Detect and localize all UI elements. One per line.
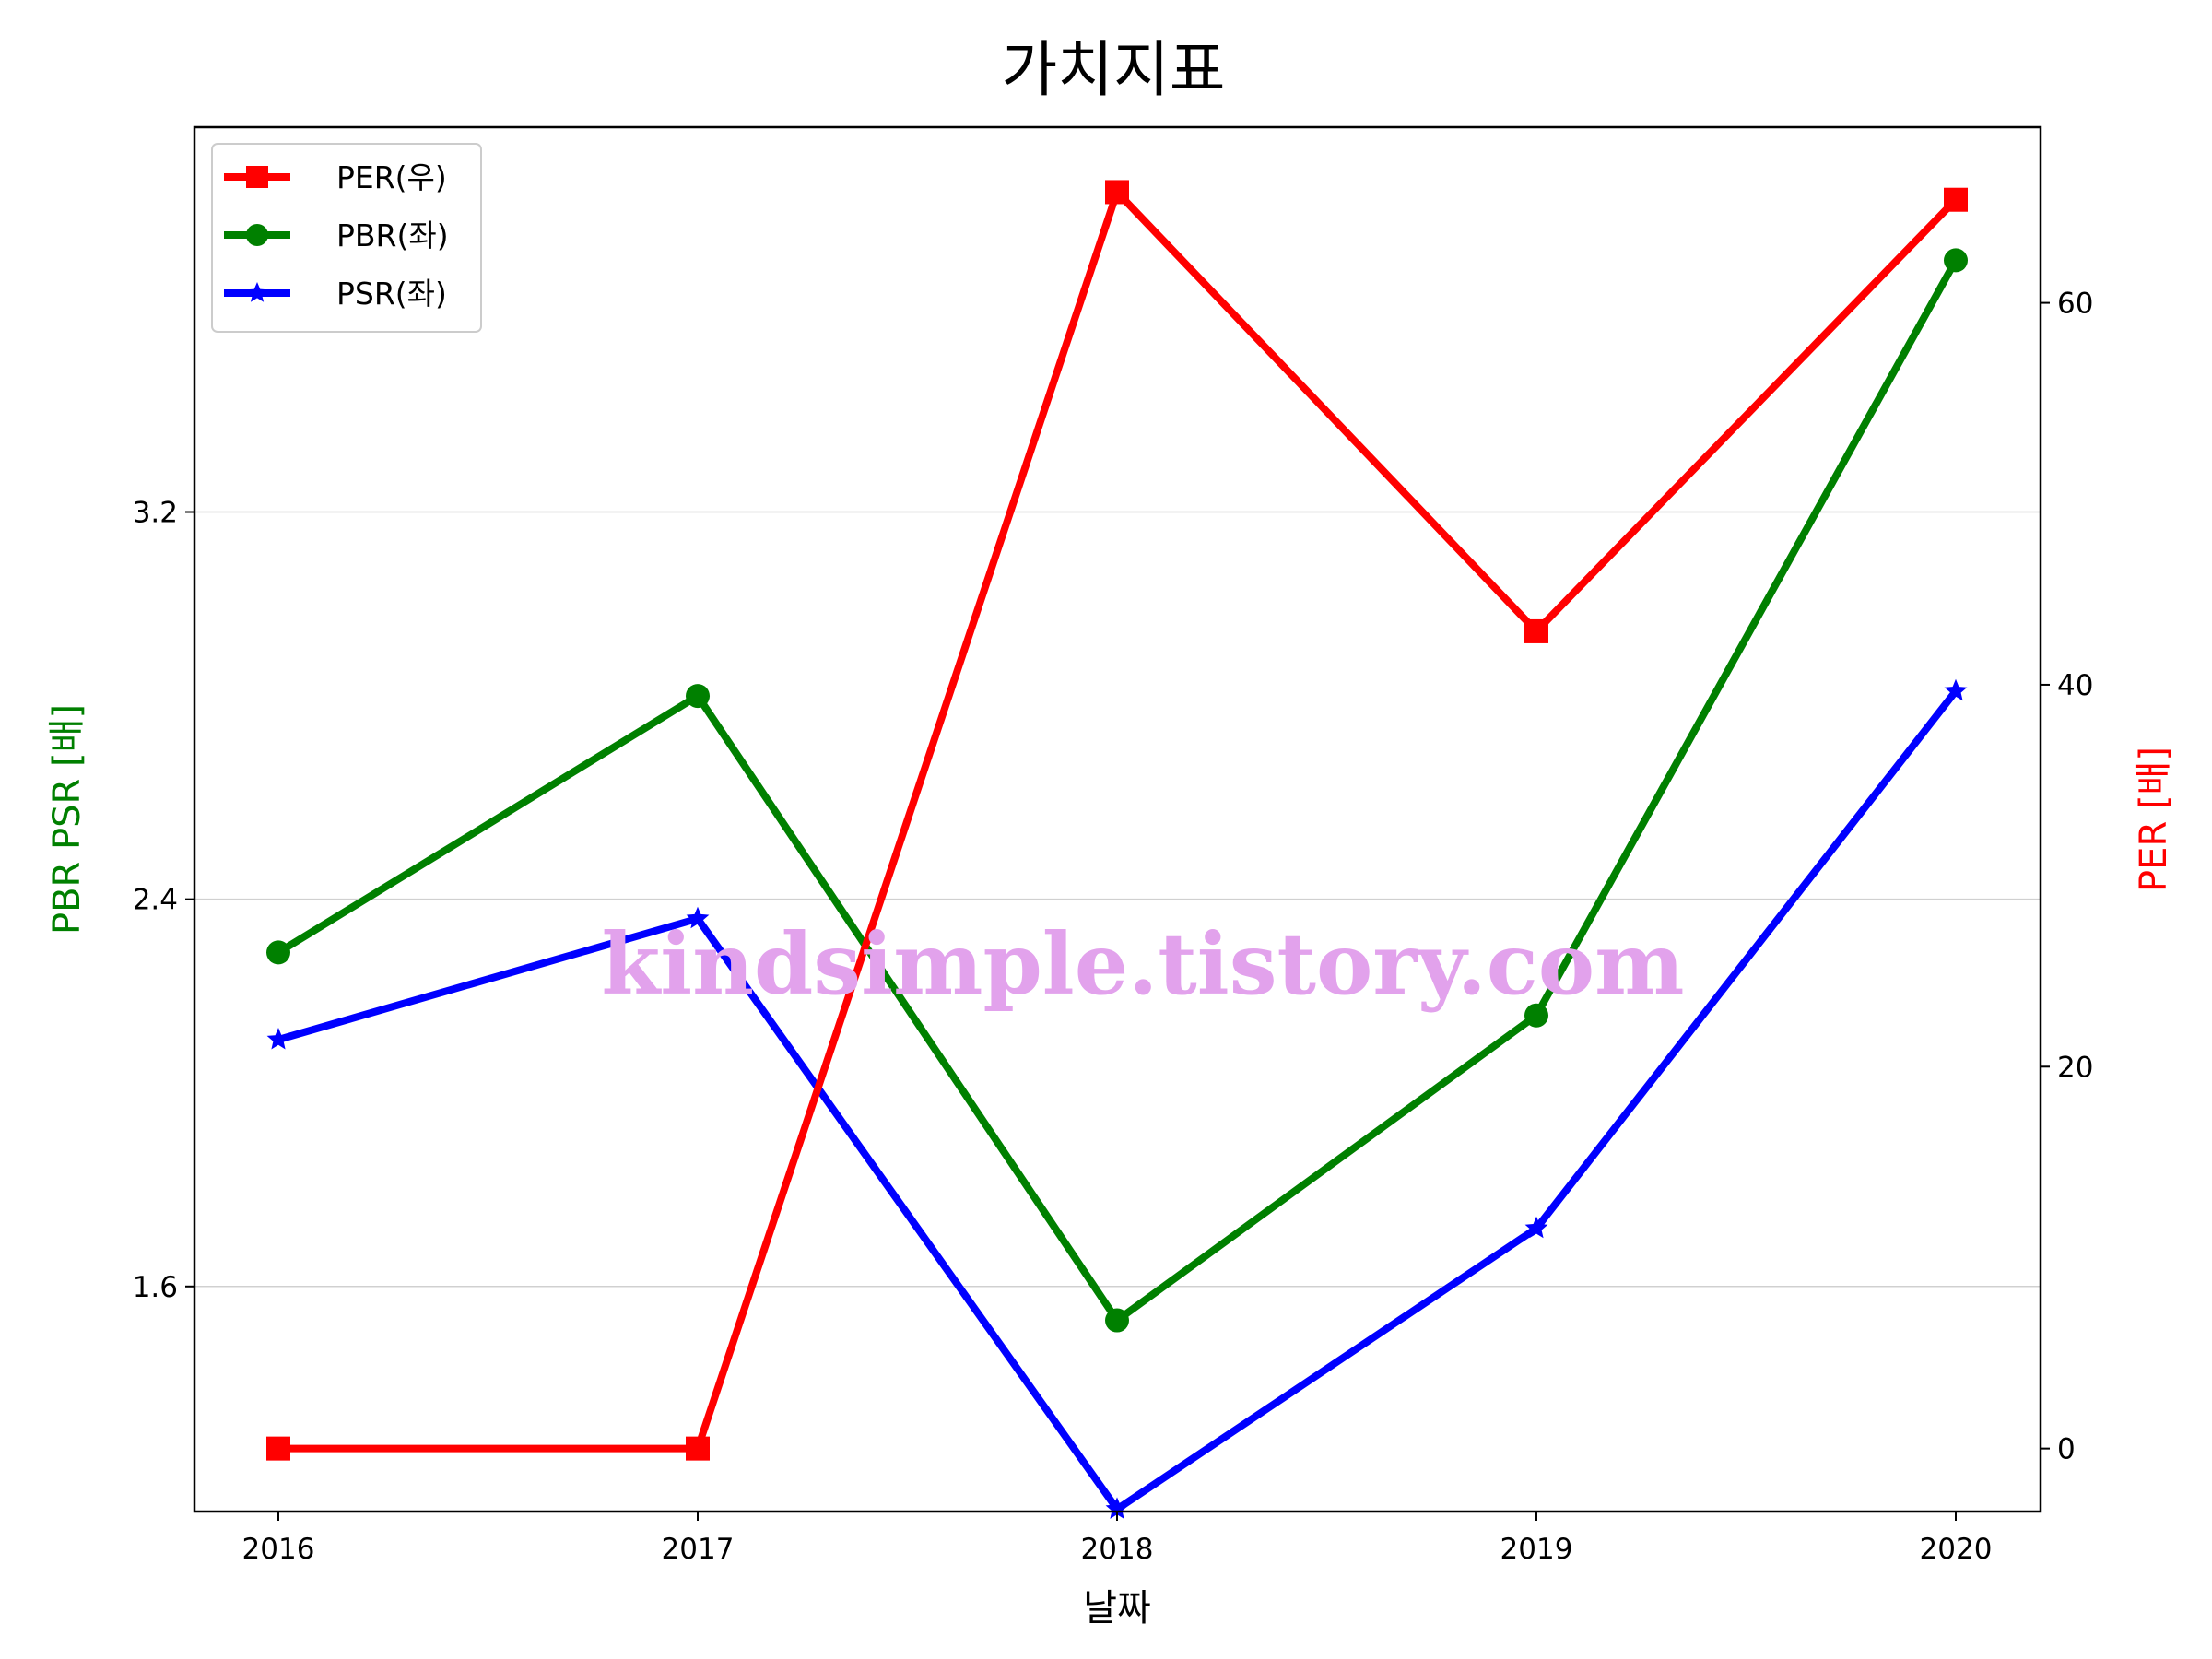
x-tick-label: 2019 xyxy=(1500,1533,1573,1566)
pbr-point xyxy=(686,684,710,709)
right-tick-label: 0 xyxy=(2057,1433,2076,1466)
per-point xyxy=(266,1436,290,1461)
left-tick-label: 1.6 xyxy=(133,1271,178,1304)
pbr-point xyxy=(1944,248,1968,273)
right-tick-label: 40 xyxy=(2057,669,2093,702)
psr-point xyxy=(1105,1497,1129,1519)
watermark: kindsimple.tistory.com xyxy=(601,914,1684,1014)
x-tick-label: 2016 xyxy=(242,1533,315,1566)
grid-layer xyxy=(194,511,2041,1288)
right-tick-label: 20 xyxy=(2057,1051,2093,1084)
series-psr xyxy=(266,678,1968,1519)
x-tick-label: 2020 xyxy=(1920,1533,1993,1566)
psr-point xyxy=(686,906,710,929)
left-tick-label: 3.2 xyxy=(133,497,178,530)
chart-title: 가치지표 xyxy=(1002,34,1226,105)
x-axis-label: 날짜 xyxy=(1083,1587,1151,1630)
right-tick-label: 60 xyxy=(2057,288,2093,321)
pbr-point xyxy=(266,940,290,965)
legend-label-psr: PSR(좌) xyxy=(336,276,447,312)
series-per xyxy=(266,180,1968,1461)
x-tick-label: 2017 xyxy=(662,1533,735,1566)
legend-marker-per xyxy=(246,166,268,188)
psr-point xyxy=(266,1028,290,1050)
pbr-point xyxy=(1524,1003,1548,1028)
per-point xyxy=(1105,180,1129,205)
series-layer xyxy=(266,180,1968,1519)
per-point xyxy=(1524,618,1548,643)
per-point xyxy=(686,1436,710,1461)
pbr-point xyxy=(1105,1308,1129,1333)
tick-layer: 1.6 2.4 3.2 0 20 40 60 2016 2017 2018 2019 2020 xyxy=(133,288,2094,1566)
series-pbr xyxy=(266,248,1968,1333)
legend: PER(우) PBR(좌) PSR(좌) xyxy=(211,143,482,333)
y-axis-right-label: PER [배] xyxy=(2133,747,2175,892)
legend-label-pbr: PBR(좌) xyxy=(336,218,449,253)
x-tick-label: 2018 xyxy=(1081,1533,1154,1566)
legend-marker-psr xyxy=(246,282,268,302)
psr-point xyxy=(1944,678,1968,701)
legend-label-per: PER(우) xyxy=(336,159,447,195)
legend-box xyxy=(211,143,482,333)
per-point xyxy=(1944,187,1968,212)
psr-point xyxy=(1524,1216,1548,1239)
legend-marker-pbr xyxy=(246,224,268,246)
left-tick-label: 2.4 xyxy=(133,884,178,917)
y-axis-left-label: PBR PSR [배] xyxy=(46,704,88,935)
